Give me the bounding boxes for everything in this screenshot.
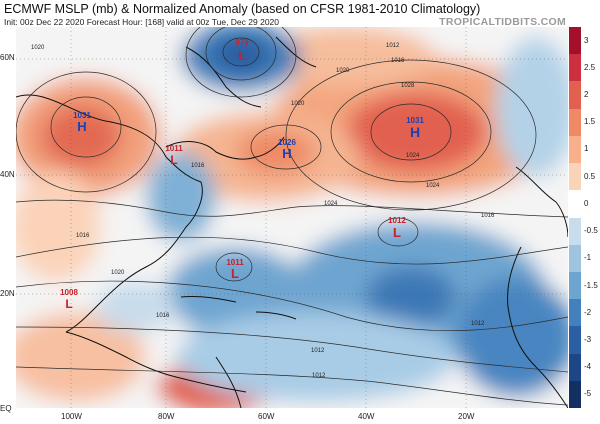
lon-label-20w: 20W [458,412,475,421]
colorbar-label: -3 [584,334,592,344]
colorbar-segment [569,54,581,82]
isobar-label: 1012 [386,43,400,49]
low-value: 1011 [165,144,183,153]
colorbar-label: -4 [584,362,592,372]
isobar-labels: 1020 1016 1012 1028 1024 1024 1016 1016 … [31,43,495,379]
low-center-1011-south: 1011 L [226,258,244,281]
isobar-label: 1024 [426,183,440,189]
high-letter: H [410,124,420,140]
colorbar-segment [569,81,581,110]
colorbar-label: 1.5 [584,117,596,127]
map-title: ECMWF MSLP (mb) & Normalized Anomaly (ba… [4,2,481,16]
lon-label-100w: 100W [61,412,82,421]
anomaly-colorbar [569,27,581,409]
colorbar-label: 1 [584,144,589,154]
colorbar-segment [569,217,581,246]
colorbar-label: -5 [584,389,592,399]
low-center-1012: 1012 L [388,216,406,240]
colorbar-label: 0.5 [584,171,596,181]
coastlines [16,36,568,408]
low-value: 979 [235,38,249,47]
pressure-centers: 1031 H 1026 H 1031 H 979 L 1011 L 1012 L [60,38,424,311]
colorbar-label: 3 [584,35,589,45]
isobar-label: 1024 [324,201,338,207]
isobar-label: 1020 [336,68,350,74]
colorbar-segment [569,135,581,164]
low-letter: L [393,225,401,240]
isobar-label: 1012 [311,348,325,354]
isobar-label: 1016 [191,163,205,169]
low-letter: L [238,48,246,63]
high-center-1031-east: 1031 H [406,116,424,140]
isobar-label: 1016 [156,313,170,319]
lon-label-80w: 80W [158,412,175,421]
colorbar-label: -0.5 [584,226,598,236]
colorbar-segment [569,353,581,382]
low-center-1008: 1008 L [60,288,78,311]
high-value: 1031 [406,116,424,125]
high-letter: H [77,119,86,134]
colorbar-label: -1.5 [584,280,598,290]
colorbar-segment [569,108,581,137]
anomaly-shading [16,27,568,408]
isobar-label: 1020 [291,101,305,107]
isobar-label: 1020 [111,270,125,276]
colorbar-segment [569,380,581,409]
lat-label-40n: 40N [0,170,15,179]
colorbar-segment [569,299,581,327]
isobar-label: 1016 [481,213,495,219]
isobar-label: 1028 [401,83,415,89]
low-center-979: 979 L [235,38,249,63]
colorbar-label: 0 [584,198,589,208]
colorbar-label: 2.5 [584,62,596,72]
high-value: 1026 [278,138,296,147]
isobar-label: 1016 [76,233,90,239]
high-center-1026: 1026 H [278,138,296,161]
low-value: 1008 [60,288,78,297]
isobar-label: 1012 [312,373,326,379]
lon-label-40w: 40W [358,412,375,421]
low-letter: L [65,297,72,311]
colorbar-segment [569,163,581,191]
high-value: 1031 [73,111,91,120]
lon-label-60w: 60W [258,412,275,421]
lat-label-20n: 20N [0,289,15,298]
low-letter: L [170,153,177,167]
colorbar-segment [569,27,581,55]
colorbar-label: -1 [584,253,592,263]
isobar-label: 1012 [471,321,485,327]
isobar-label: 1016 [391,58,405,64]
high-letter: H [282,146,291,161]
low-value: 1011 [226,258,244,267]
lat-label-60n: 60N [0,53,15,62]
graticule [16,27,568,408]
low-center-1011-north: 1011 L [165,144,183,167]
low-value: 1012 [388,216,406,225]
colorbar-segment [569,271,581,300]
low-letter: L [231,266,239,281]
colorbar-label: 2 [584,90,589,100]
isobar-label: 1024 [406,153,420,159]
colorbar-segment [569,190,581,218]
isobars [16,27,568,406]
colorbar-label: -2 [584,307,592,317]
map-subtitle: Init: 00z Dec 22 2020 Forecast Hour: [16… [4,17,279,27]
lat-label-eq: EQ [0,404,12,413]
colorbar-segment [569,244,581,273]
colorbar-segment [569,326,581,355]
mslp-anomaly-map: 1031 H 1026 H 1031 H 979 L 1011 L 1012 L [16,27,568,408]
isobar-label: 1020 [31,45,45,51]
high-center-1031-west: 1031 H [73,111,91,134]
brand-watermark: TROPICALTIDBITS.COM [439,16,566,28]
